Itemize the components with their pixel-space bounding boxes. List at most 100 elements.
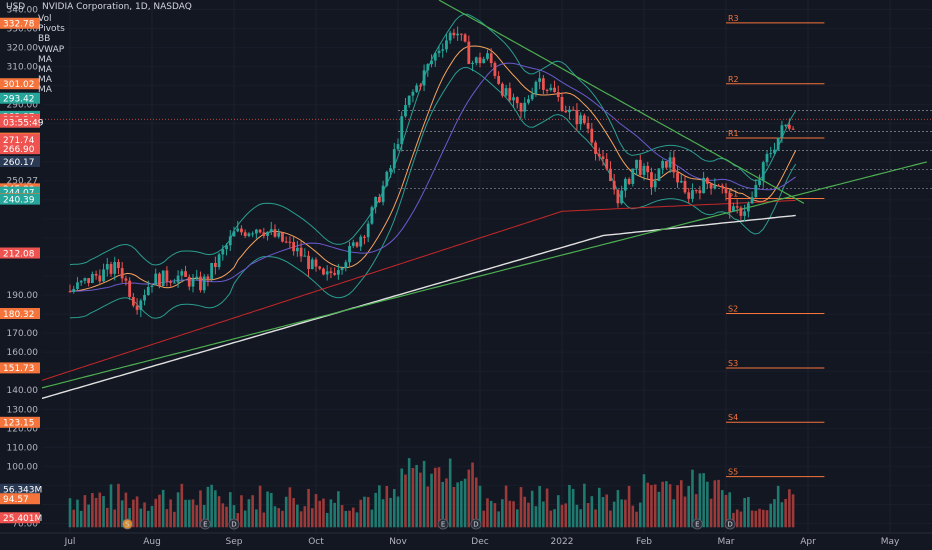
volume-bar [571, 488, 575, 528]
volume-bar [269, 492, 273, 528]
legend-indicator-3[interactable]: VWAP [38, 44, 65, 55]
candle [616, 189, 620, 204]
volume-bar [214, 490, 217, 528]
pivot-label-R3: R3 [728, 14, 739, 23]
price-label-16: 151.73 [0, 362, 40, 374]
volume-bar [679, 480, 683, 528]
volume-bar [288, 487, 292, 528]
volume-bar [83, 495, 87, 528]
candle [404, 105, 407, 117]
candle [351, 242, 355, 246]
candle [635, 159, 638, 169]
volume-bar [396, 496, 400, 528]
legend-indicator-2[interactable]: BB [38, 34, 51, 45]
candle [172, 282, 176, 284]
candle [284, 241, 288, 243]
event-icon [470, 518, 482, 530]
volume-bar [258, 485, 262, 528]
candle [87, 278, 91, 284]
legend-indicator-1[interactable]: Pivots [38, 24, 65, 35]
candle [187, 276, 191, 287]
volume-bar [620, 499, 623, 528]
legend-indicator-6[interactable]: MA [38, 75, 52, 86]
time-tick-7: Feb [636, 537, 652, 547]
legend-indicator-4[interactable]: MA [38, 54, 52, 65]
candle [117, 262, 120, 269]
candle [72, 288, 76, 292]
event-label: E [203, 521, 207, 529]
event-marker-4[interactable]: D [470, 518, 482, 530]
legend-indicator-7[interactable]: MA [38, 85, 52, 96]
volume-bar [694, 494, 698, 528]
event-marker-0[interactable]: S [122, 518, 133, 530]
volume-bar [538, 485, 541, 528]
price-label-20: 25.401M [0, 512, 42, 524]
price-label-13: 240.39 [0, 193, 40, 205]
event-marker-1[interactable]: E [199, 518, 211, 530]
candle [527, 99, 530, 103]
candle [638, 159, 642, 175]
volume-bar [191, 499, 195, 528]
candle [325, 271, 329, 275]
candle [396, 144, 400, 150]
candle [430, 60, 433, 65]
candle [377, 197, 381, 203]
legend-indicator-0[interactable]: Vol [38, 14, 52, 24]
volume-bar [624, 499, 627, 528]
volume-bar [441, 481, 445, 528]
candle [232, 231, 236, 237]
volume-bar [143, 502, 146, 528]
event-marker-2[interactable]: D [228, 518, 240, 530]
legend-indicator-5[interactable]: MA [38, 65, 52, 75]
candle [225, 245, 228, 250]
volume-bar [758, 508, 761, 528]
candle [213, 262, 217, 267]
volume-bar [124, 492, 128, 528]
volume-bar [784, 498, 787, 528]
price-label-bg [0, 512, 40, 524]
candle [143, 295, 146, 301]
volume-bar [609, 510, 612, 528]
candle [530, 94, 534, 100]
event-label: E [441, 521, 445, 529]
volume-bar [221, 503, 225, 528]
price-label-text: 123.15 [3, 419, 35, 429]
candle [348, 245, 351, 263]
volume-bar [467, 469, 471, 528]
volume-bar [322, 498, 325, 528]
price-tick: 140.00 [7, 386, 39, 396]
volume-bar [702, 473, 705, 528]
time-tick-8: Mar [718, 537, 735, 547]
candle [612, 181, 616, 190]
event-marker-6[interactable]: D [724, 518, 736, 530]
candle [754, 184, 758, 198]
price-label-text: 266.90 [3, 145, 35, 155]
volume-bar [661, 481, 664, 528]
candle [295, 247, 299, 252]
candle [664, 161, 668, 168]
price-label-bg [0, 362, 40, 374]
volume-bar [91, 493, 94, 528]
event-marker-3[interactable]: E [437, 518, 449, 530]
volume-bar [583, 483, 586, 528]
candle [411, 91, 415, 96]
volume-bar [515, 509, 519, 528]
candle [236, 228, 240, 232]
price-label-bg [0, 307, 40, 319]
candle [627, 178, 631, 184]
volume-bar [512, 501, 515, 528]
event-icon [228, 518, 240, 530]
event-marker-5[interactable]: E [691, 518, 703, 530]
candle [131, 296, 135, 306]
candle [448, 32, 452, 41]
price-label-19: 94.57 [0, 493, 40, 505]
pivot-label-S1: S1 [728, 190, 738, 199]
candle [679, 181, 683, 183]
event-label: S [125, 521, 130, 529]
candle [79, 280, 83, 283]
price-label-bg [0, 193, 40, 205]
volume-bar [378, 485, 381, 528]
candle [743, 211, 747, 216]
volume-bar [586, 503, 590, 528]
